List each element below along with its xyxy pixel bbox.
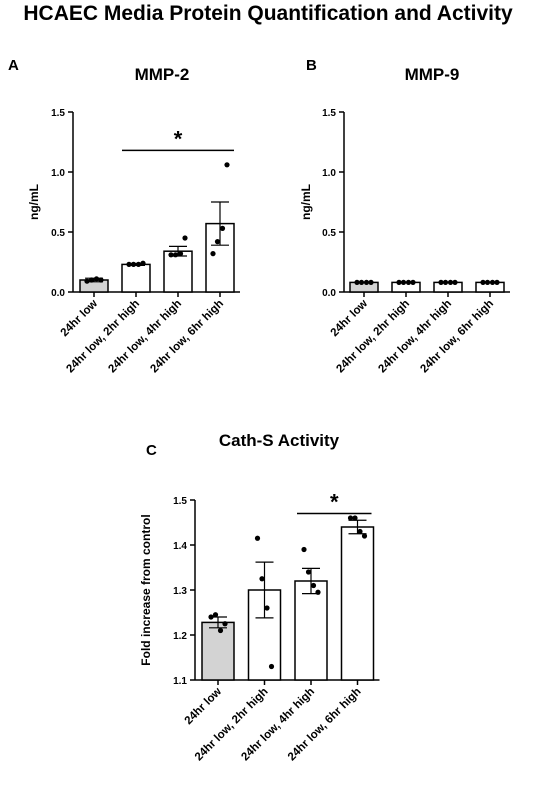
- data-point: [254, 535, 261, 541]
- data-point: [315, 589, 321, 595]
- data-point: [88, 277, 95, 283]
- y-tick-label: 1.5: [173, 496, 187, 507]
- data-point: [447, 279, 454, 285]
- chart-title: MMP-2: [135, 65, 190, 84]
- data-point: [84, 278, 90, 284]
- y-tick-label: 0.5: [322, 228, 336, 239]
- data-point: [452, 279, 458, 285]
- data-point: [396, 279, 402, 285]
- data-point: [305, 569, 312, 575]
- data-point: [368, 279, 374, 285]
- y-tick-label: 0.5: [51, 228, 65, 239]
- data-point: [484, 279, 491, 285]
- y-axis-label: Fold increase from control: [139, 514, 153, 665]
- data-point: [259, 576, 265, 582]
- data-point: [172, 252, 179, 258]
- data-point: [208, 614, 214, 620]
- data-point: [93, 276, 100, 282]
- panel-label: A: [8, 57, 19, 74]
- data-point: [310, 582, 317, 589]
- y-tick-label: 1.3: [173, 586, 187, 597]
- bar: [163, 250, 193, 293]
- bar: [294, 580, 328, 681]
- data-point: [480, 279, 486, 285]
- y-tick-label: 1.1: [173, 676, 187, 687]
- panel-label: B: [306, 57, 317, 74]
- significance-star: *: [330, 490, 339, 515]
- y-tick-label: 0.0: [51, 288, 65, 299]
- bar: [340, 526, 375, 681]
- data-point: [98, 277, 104, 283]
- y-axis-label: ng/mL: [27, 184, 41, 220]
- significance-star: *: [174, 126, 183, 151]
- data-point: [301, 546, 307, 553]
- data-point: [494, 279, 500, 285]
- y-tick-label: 1.0: [51, 168, 65, 179]
- data-point: [214, 239, 221, 245]
- data-point: [210, 251, 216, 257]
- y-tick-label: 1.0: [322, 168, 336, 179]
- data-point: [126, 261, 132, 267]
- data-point: [438, 279, 444, 285]
- chart-title: MMP-9: [405, 65, 460, 84]
- data-point: [212, 612, 219, 618]
- y-tick-label: 1.5: [51, 108, 65, 119]
- data-point: [182, 235, 188, 241]
- x-tick-label: 24hr low: [183, 686, 225, 728]
- data-point: [357, 528, 363, 535]
- figure-title: HCAEC Media Protein Quantification and A…: [23, 2, 513, 25]
- y-axis-label: ng/mL: [299, 184, 313, 220]
- data-point: [130, 261, 137, 267]
- data-point: [217, 627, 224, 634]
- data-point: [363, 279, 370, 285]
- data-point: [264, 605, 270, 611]
- data-point: [268, 663, 275, 670]
- data-point: [361, 533, 368, 539]
- data-point: [354, 279, 360, 285]
- data-point: [347, 515, 354, 521]
- data-point: [352, 515, 358, 521]
- panel-label: C: [146, 442, 157, 459]
- y-tick-label: 0.0: [322, 288, 336, 299]
- data-point: [219, 225, 226, 231]
- data-point: [489, 279, 496, 285]
- y-tick-label: 1.4: [173, 541, 187, 552]
- data-point: [177, 251, 184, 257]
- data-point: [410, 279, 416, 285]
- data-point: [358, 279, 365, 285]
- y-tick-label: 1.5: [322, 108, 336, 119]
- data-point: [168, 252, 174, 258]
- chart-title: Cath-S Activity: [219, 431, 340, 450]
- data-point: [442, 279, 449, 285]
- data-point: [140, 260, 146, 266]
- data-point: [224, 162, 230, 168]
- data-point: [135, 261, 142, 267]
- y-tick-label: 1.2: [173, 631, 187, 642]
- data-point: [222, 621, 228, 627]
- data-point: [400, 279, 407, 285]
- data-point: [405, 279, 412, 285]
